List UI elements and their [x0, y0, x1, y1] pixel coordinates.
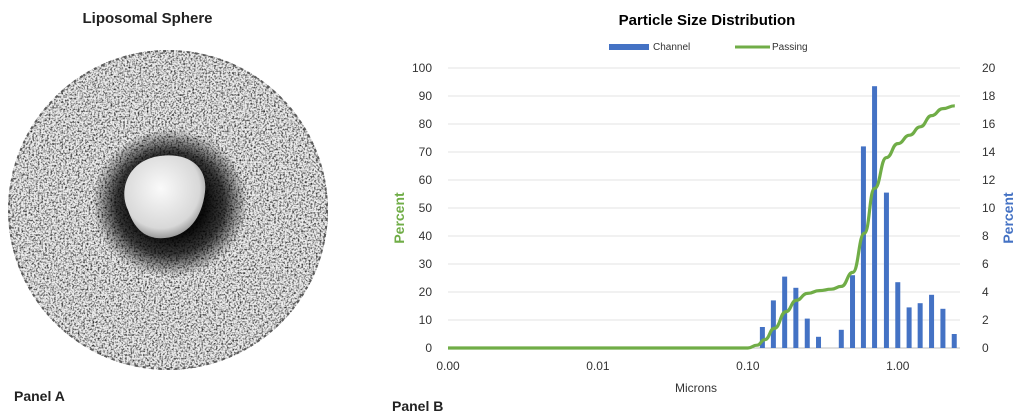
channel-bar [917, 303, 923, 348]
left-axis-ticks: 0 10 20 30 40 50 60 70 80 90 100 [412, 61, 432, 355]
channel-bar [906, 307, 912, 348]
right-tick-label: 10 [982, 201, 996, 215]
channel-bar [883, 192, 889, 348]
right-tick-label: 16 [982, 117, 996, 131]
liposome-micrograph [8, 50, 328, 370]
left-tick-label: 0 [425, 341, 432, 355]
right-axis-label: Percent [1000, 192, 1016, 244]
left-tick-label: 100 [412, 61, 432, 75]
channel-bar [850, 275, 856, 348]
x-axis-label: Microns [675, 381, 717, 395]
channel-bar [929, 294, 935, 348]
x-tick-label: 0.00 [436, 359, 460, 373]
left-tick-label: 50 [419, 201, 433, 215]
left-tick-label: 10 [419, 313, 433, 327]
right-tick-label: 6 [982, 257, 989, 271]
legend: Channel Passing [609, 42, 808, 53]
x-axis-ticks: 0.00 0.01 0.10 1.00 [436, 359, 909, 373]
x-tick-label: 0.01 [586, 359, 610, 373]
channel-bar [804, 318, 810, 348]
right-tick-label: 20 [982, 61, 996, 75]
right-tick-label: 12 [982, 173, 996, 187]
channel-bar [951, 334, 957, 348]
liposome-core [124, 155, 206, 239]
left-tick-label: 30 [419, 257, 433, 271]
panel-a-title: Liposomal Sphere [82, 10, 213, 27]
panel-b-label: Panel B [392, 398, 444, 414]
gridlines [448, 67, 960, 349]
channel-bar [940, 308, 946, 348]
passing-line [448, 104, 955, 350]
left-tick-label: 60 [419, 173, 433, 187]
right-tick-label: 8 [982, 229, 989, 243]
channel-bar [895, 282, 901, 348]
x-tick-label: 1.00 [886, 359, 910, 373]
panel-a-label: Panel A [14, 388, 65, 404]
left-axis-label: Percent [391, 192, 407, 244]
right-tick-label: 0 [982, 341, 989, 355]
channel-bar [816, 336, 822, 348]
right-tick-label: 18 [982, 89, 996, 103]
left-tick-label: 40 [419, 229, 433, 243]
channel-bar [872, 86, 878, 348]
right-tick-label: 14 [982, 145, 996, 159]
channel-bar [838, 329, 844, 348]
particle-size-chart: Particle Size Distribution Channel Passi… [391, 12, 1016, 395]
legend-label-passing: Passing [772, 42, 808, 53]
legend-label-channel: Channel [653, 42, 690, 53]
channel-bar [770, 300, 776, 348]
left-tick-label: 20 [419, 285, 433, 299]
left-tick-label: 70 [419, 145, 433, 159]
particle-rim [8, 50, 328, 370]
left-tick-label: 90 [419, 89, 433, 103]
x-tick-label: 0.10 [736, 359, 760, 373]
left-tick-label: 80 [419, 117, 433, 131]
right-axis-ticks: 0 2 4 6 8 10 12 14 16 18 20 [982, 61, 996, 355]
chart-title: Particle Size Distribution [619, 12, 796, 29]
legend-swatch-channel [609, 44, 649, 50]
right-tick-label: 2 [982, 313, 989, 327]
right-tick-label: 4 [982, 285, 989, 299]
channel-bar [759, 327, 765, 348]
channel-bar [793, 287, 799, 348]
channel-bar [860, 146, 866, 348]
